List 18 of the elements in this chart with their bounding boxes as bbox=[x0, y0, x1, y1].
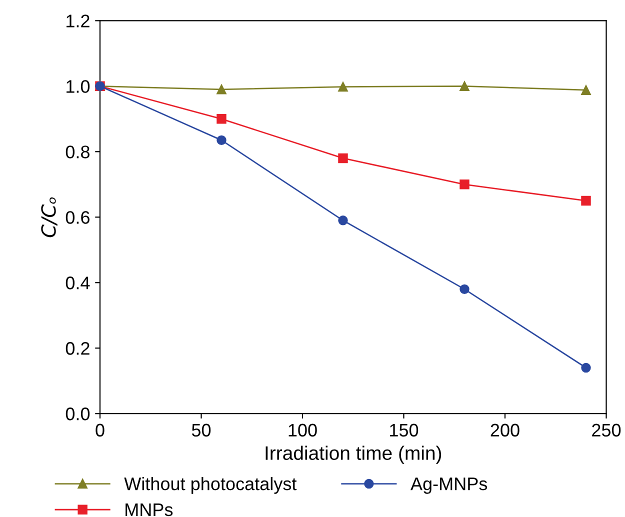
legend-label: Without photocatalyst bbox=[124, 477, 297, 494]
y-tick-label: 0.2 bbox=[66, 342, 90, 355]
x-tick-label: 50 bbox=[192, 424, 211, 437]
y-tick-label: 0.0 bbox=[66, 408, 90, 420]
legend-label: MNPs bbox=[126, 504, 173, 516]
y-tick-label: 1.2 bbox=[66, 14, 90, 28]
y-tick-label: 0.6 bbox=[66, 211, 90, 224]
x-tick-label: 200 bbox=[490, 424, 520, 437]
x-tick-label: 150 bbox=[390, 424, 418, 437]
y-tick-label: 1.0 bbox=[66, 80, 90, 93]
legend-label: Ag-MNPs bbox=[410, 478, 488, 494]
x-tick-label: 100 bbox=[288, 424, 317, 437]
x-tick-label: 250 bbox=[592, 424, 621, 437]
y-axis-title: C/Cₒ bbox=[41, 197, 58, 238]
x-tick-label: 0 bbox=[96, 424, 104, 437]
y-tick-label: 0.4 bbox=[66, 276, 90, 290]
x-axis-title: Irradiation time (min) bbox=[266, 446, 442, 464]
y-tick-label: 0.8 bbox=[66, 146, 90, 158]
